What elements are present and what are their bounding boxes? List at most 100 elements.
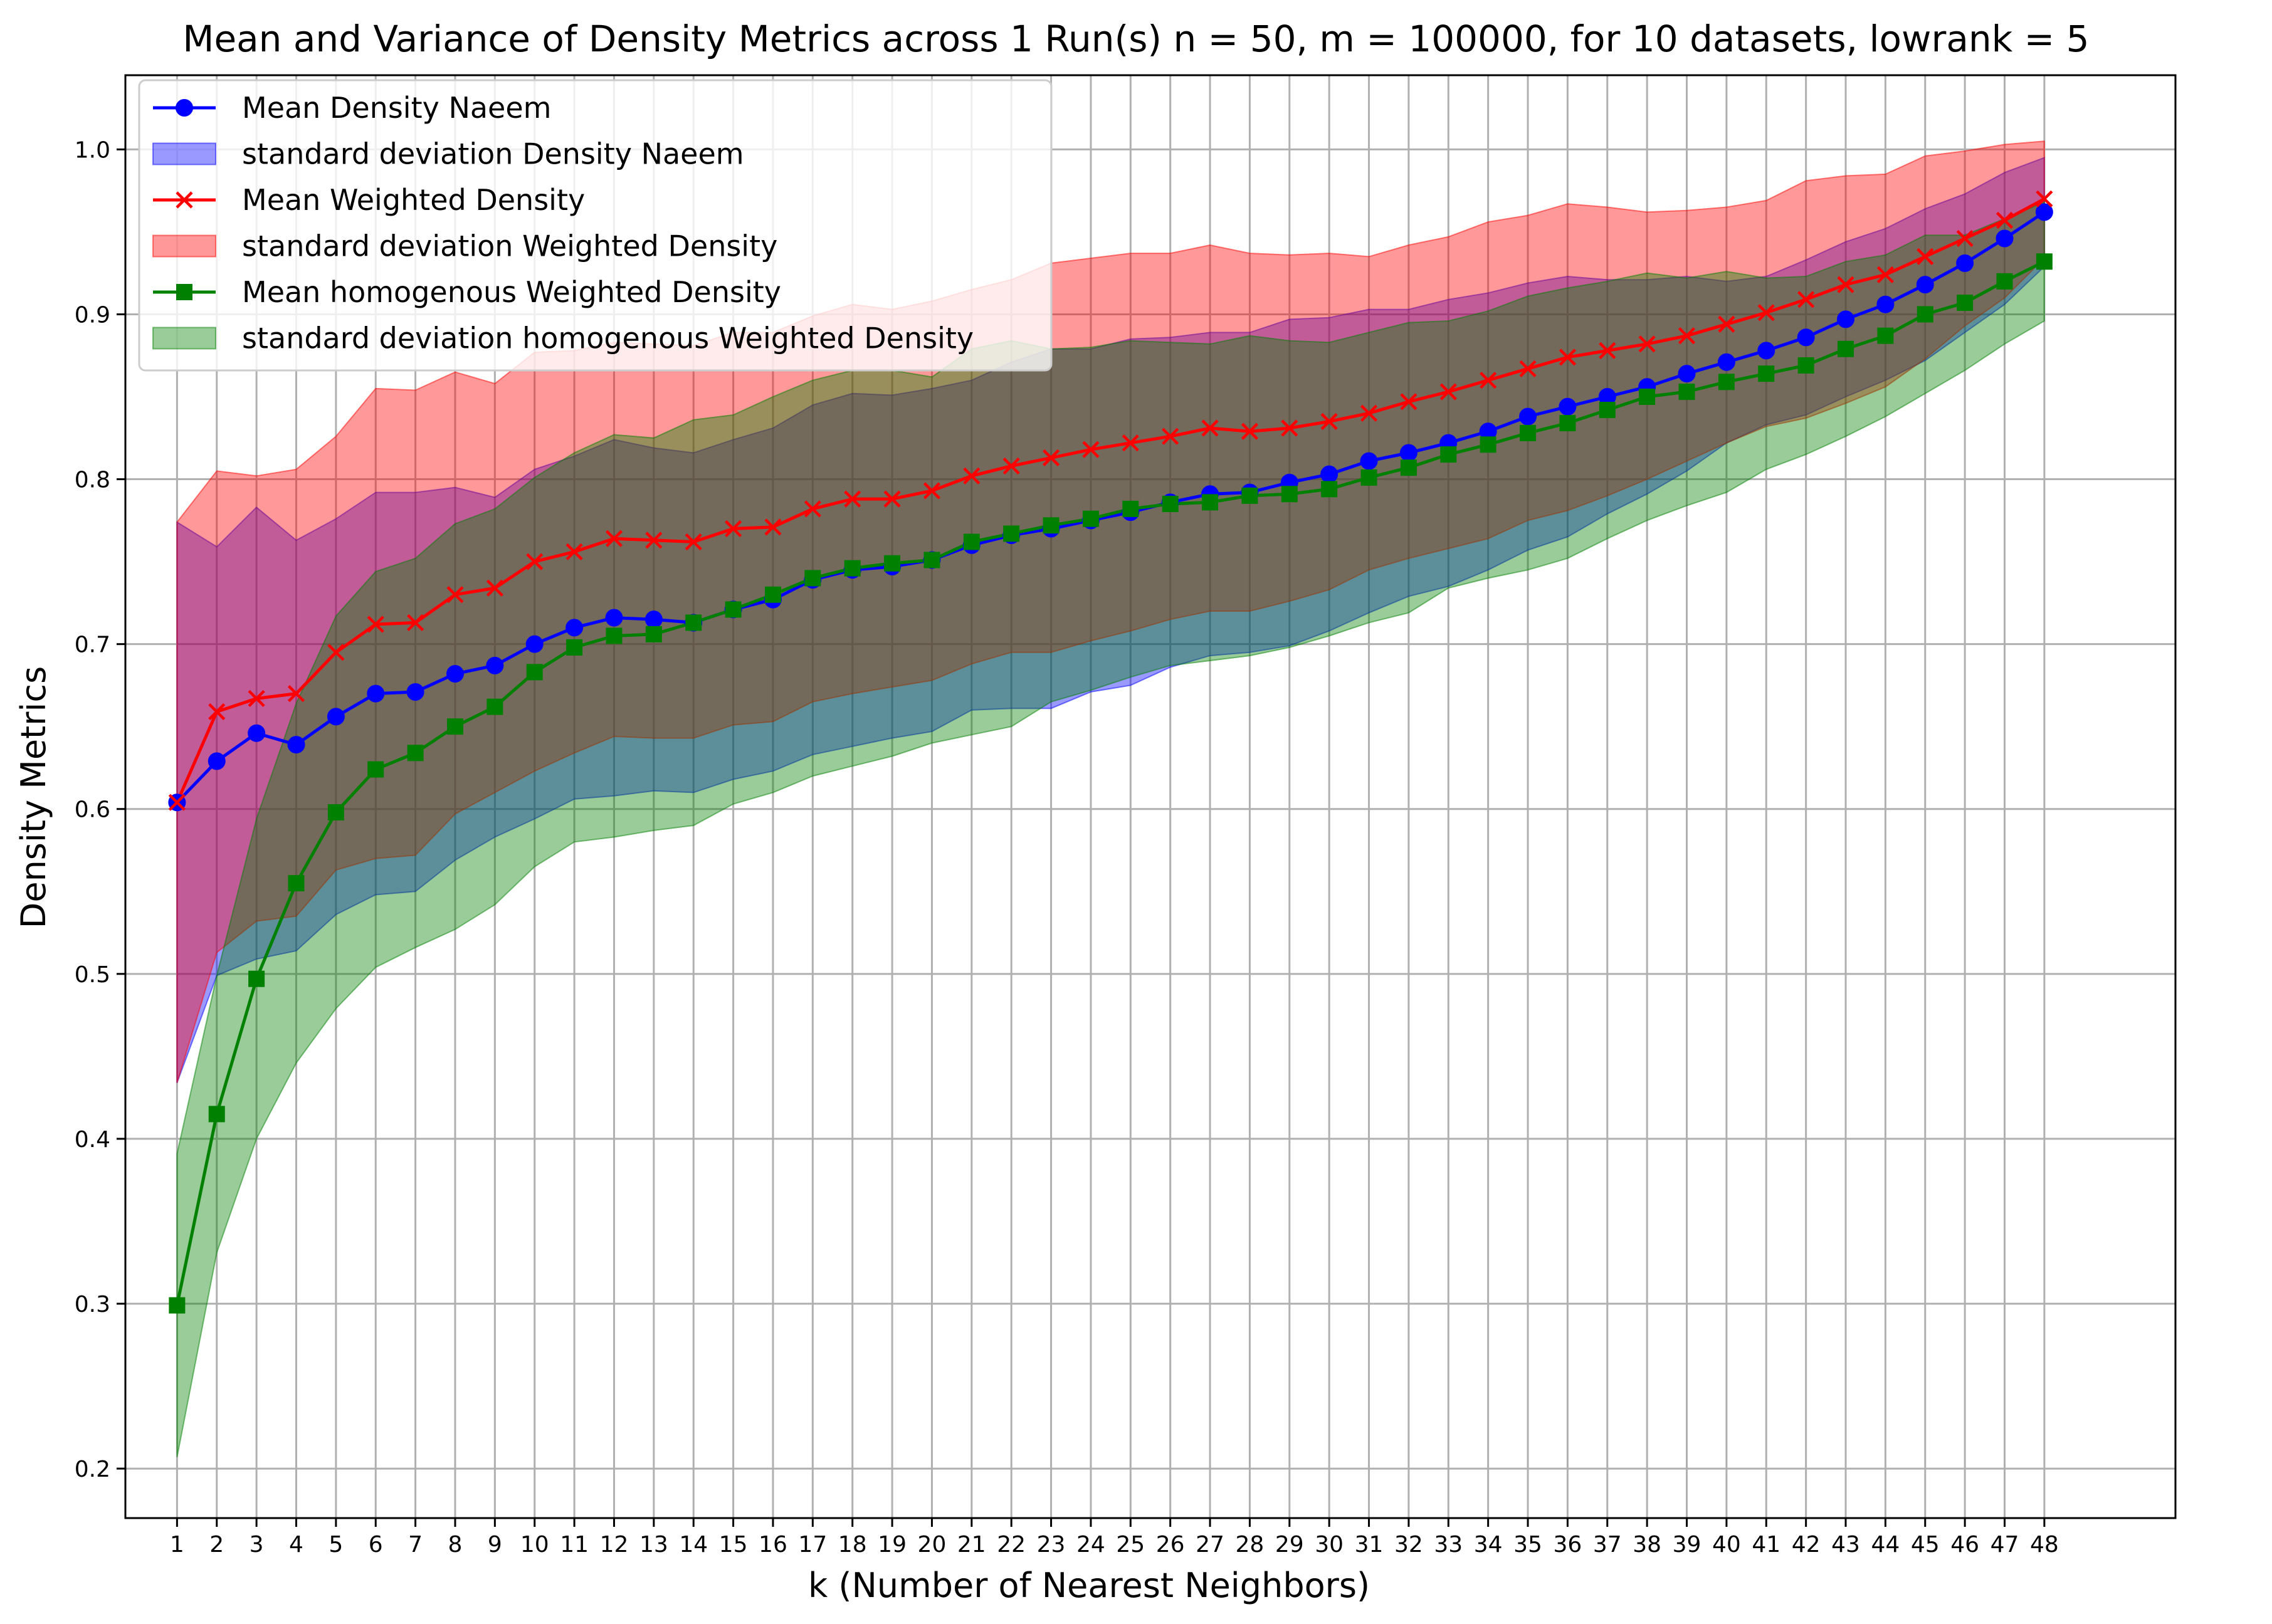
data-point <box>725 601 742 618</box>
marker-stroke <box>1876 266 1894 283</box>
marker-stroke <box>1201 419 1219 437</box>
marker-stroke <box>645 532 663 549</box>
data-point <box>367 684 385 703</box>
data-point <box>1639 389 1656 406</box>
data-point <box>1957 295 1974 312</box>
data-point <box>1122 500 1139 517</box>
data-point <box>1519 360 1537 377</box>
legend-label: Mean Density Naeem <box>242 91 551 125</box>
x-tick-label: 4 <box>289 1532 303 1558</box>
marker-stroke <box>923 482 941 500</box>
marker-stroke <box>1082 441 1100 458</box>
data-point <box>1520 424 1537 441</box>
x-tick-label: 13 <box>639 1532 668 1558</box>
marker-stroke <box>605 530 623 547</box>
x-tick-label: 24 <box>1076 1532 1105 1558</box>
legend-label: standard deviation homogenous Weighted D… <box>242 322 974 355</box>
x-tick-label: 11 <box>560 1532 589 1558</box>
marker-stroke <box>1599 342 1616 359</box>
marker-stroke <box>327 644 345 661</box>
data-point <box>248 970 265 987</box>
data-point <box>1201 419 1219 437</box>
x-tick-label: 27 <box>1196 1532 1224 1558</box>
data-point <box>2035 203 2053 221</box>
data-point <box>1797 357 1814 374</box>
data-point <box>606 627 623 644</box>
data-point <box>1122 434 1139 452</box>
marker-stroke <box>1281 419 1298 437</box>
marker-stroke <box>725 520 742 538</box>
data-point <box>1559 348 1576 366</box>
y-tick-label: 1.0 <box>75 137 110 163</box>
data-point <box>1758 365 1775 382</box>
data-point <box>486 656 504 674</box>
x-axis-ticks: 1 2 3 4 5 6 7 8 9 10 11 12 13 14 15 16 17 18 19 20 21 22 23 24 2… <box>170 1518 2059 1558</box>
y-tick-label: 0.5 <box>75 962 110 988</box>
data-point <box>1281 486 1298 503</box>
x-tick-label: 6 <box>369 1532 383 1558</box>
x-tick-label: 10 <box>520 1532 549 1558</box>
legend-box <box>138 79 1053 372</box>
marker-stroke <box>168 794 186 811</box>
data-point <box>685 533 702 551</box>
x-tick-label: 26 <box>1156 1532 1185 1558</box>
data-point <box>1996 273 2013 290</box>
data-point <box>1837 310 1855 328</box>
x-tick-label: 36 <box>1554 1532 1582 1558</box>
x-tick-label: 18 <box>838 1532 867 1558</box>
marker-stroke <box>446 586 464 604</box>
data-point <box>1678 384 1695 401</box>
marker-stroke <box>1162 427 1179 445</box>
data-point <box>486 579 503 597</box>
marker-stroke <box>248 689 265 708</box>
marker-stroke <box>685 533 702 551</box>
data-point <box>844 560 861 577</box>
data-point <box>1321 481 1338 498</box>
x-axis-title: k (Number of Nearest Neighbors) <box>808 1566 1370 1605</box>
data-point <box>1439 383 1457 401</box>
marker-stroke <box>176 191 193 209</box>
data-point <box>407 745 424 762</box>
data-point <box>1162 427 1179 445</box>
data-point <box>1202 494 1219 511</box>
y-tick-label: 0.6 <box>75 797 110 823</box>
data-point <box>1916 276 1934 294</box>
x-tick-label: 5 <box>329 1532 343 1558</box>
data-point <box>327 644 345 661</box>
chart-title: Mean and Variance of Density Metrics acr… <box>182 18 2089 60</box>
data-point <box>1480 372 1497 389</box>
data-point <box>1480 436 1496 453</box>
data-point <box>1082 510 1099 527</box>
data-point <box>1956 254 1974 272</box>
marker-stroke <box>1400 393 1417 411</box>
data-point <box>176 191 193 209</box>
x-tick-label: 31 <box>1355 1532 1384 1558</box>
marker-stroke <box>287 684 305 703</box>
marker-stroke <box>1480 372 1497 389</box>
x-tick-label: 15 <box>719 1532 748 1558</box>
std-band <box>176 201 2045 1457</box>
data-point <box>1360 452 1378 470</box>
marker-stroke <box>1122 434 1139 452</box>
data-point <box>963 467 981 485</box>
x-tick-label: 42 <box>1792 1532 1821 1558</box>
x-tick-label: 34 <box>1474 1532 1503 1558</box>
marker-stroke <box>1638 335 1656 353</box>
legend-swatch-band <box>152 234 216 258</box>
data-point <box>1718 374 1735 390</box>
data-point <box>1797 291 1815 308</box>
marker-stroke <box>1360 404 1378 422</box>
data-point <box>327 708 345 726</box>
x-tick-label: 28 <box>1236 1532 1265 1558</box>
data-point <box>1996 211 2014 229</box>
data-point <box>1162 496 1179 513</box>
data-point <box>1638 335 1656 353</box>
x-tick-label: 41 <box>1752 1532 1780 1558</box>
marker-stroke <box>1320 412 1338 431</box>
marker-stroke <box>1439 383 1457 401</box>
data-point <box>446 665 464 683</box>
x-tick-label: 30 <box>1315 1532 1344 1558</box>
x-tick-label: 17 <box>798 1532 827 1558</box>
data-point <box>367 616 384 633</box>
